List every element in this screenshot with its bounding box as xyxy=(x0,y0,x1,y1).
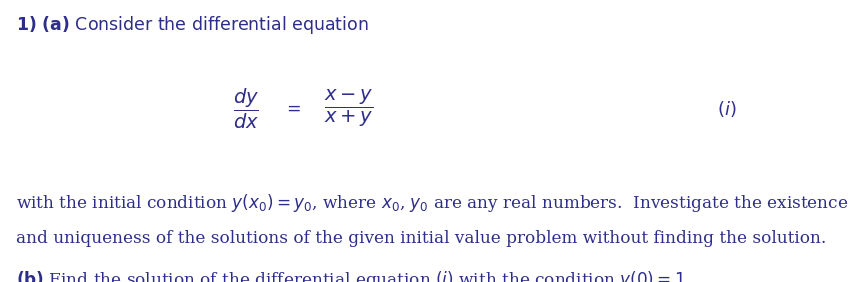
Text: $\mathbf{(b)}$ Find the solution of the differential equation $(i)$ with the con: $\mathbf{(b)}$ Find the solution of the … xyxy=(16,269,690,282)
Text: $\dfrac{x-y}{x+y}$: $\dfrac{x-y}{x+y}$ xyxy=(324,88,374,129)
Text: $\dfrac{dy}{dx}$: $\dfrac{dy}{dx}$ xyxy=(234,87,260,131)
Text: $(i)$: $(i)$ xyxy=(717,99,736,118)
Text: $\mathbf{1)}\ \mathbf{(a)}\ \mathrm{Consider\ the\ differential\ equation}$: $\mathbf{1)}\ \mathbf{(a)}\ \mathrm{Cons… xyxy=(16,14,368,36)
Text: with the initial condition $y(x_0) = y_0$, where $x_0$, $y_0$ are any real numbe: with the initial condition $y(x_0) = y_0… xyxy=(16,192,848,214)
Text: and uniqueness of the solutions of the given initial value problem without findi: and uniqueness of the solutions of the g… xyxy=(16,230,826,247)
Text: $=$: $=$ xyxy=(284,100,301,117)
